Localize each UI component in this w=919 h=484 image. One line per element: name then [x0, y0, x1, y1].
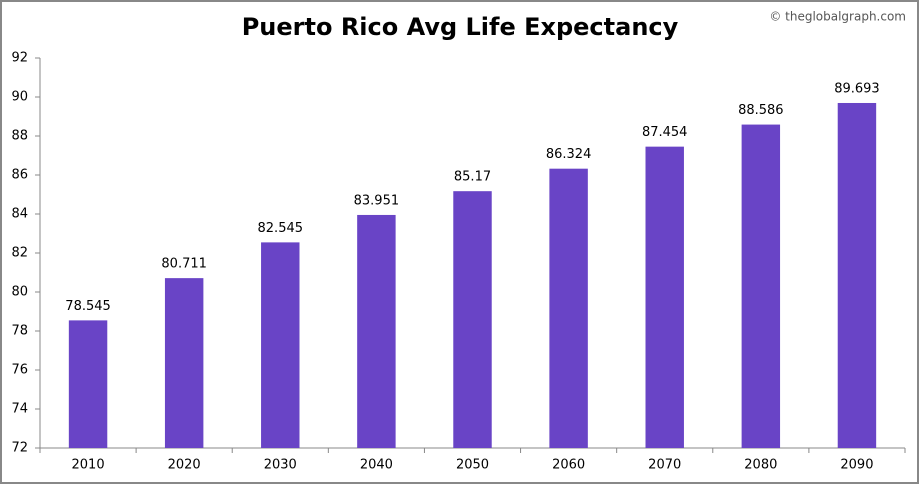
- y-tick-label: 72: [11, 441, 28, 456]
- y-tick-label: 86: [11, 168, 28, 183]
- x-tick-label: 2050: [456, 458, 489, 473]
- y-tick-label: 84: [11, 207, 28, 222]
- y-tick-label: 74: [11, 402, 28, 417]
- bar: [261, 242, 300, 448]
- bar: [68, 320, 108, 448]
- bar: [837, 102, 877, 448]
- chart-title: Puerto Rico Avg Life Expectancy: [242, 13, 679, 41]
- bar: [453, 191, 492, 448]
- y-tick-label: 78: [11, 324, 28, 339]
- y-tick-label: 76: [11, 363, 28, 378]
- watermark: © theglobalgraph.com: [769, 10, 906, 24]
- x-tick-label: 2060: [552, 458, 585, 473]
- y-tick-label: 90: [11, 90, 28, 105]
- x-tick-label: 2010: [72, 458, 105, 473]
- x-tick-label: 2040: [360, 458, 393, 473]
- value-label: 80.711: [161, 257, 207, 272]
- value-label: 87.454: [642, 125, 688, 140]
- bar: [164, 278, 204, 448]
- x-tick-label: 2070: [648, 458, 681, 473]
- y-tick-label: 92: [11, 51, 28, 66]
- x-tick-label: 2090: [840, 458, 873, 473]
- y-tick-label: 88: [11, 129, 28, 144]
- x-tick-label: 2030: [264, 458, 297, 473]
- y-tick-label: 82: [11, 246, 28, 261]
- value-label: 78.545: [65, 299, 111, 314]
- bar: [357, 214, 396, 448]
- x-tick-label: 2020: [168, 458, 201, 473]
- bar: [741, 124, 781, 448]
- value-label: 85.17: [454, 170, 491, 185]
- x-tick-label: 2080: [744, 458, 777, 473]
- value-label: 89.693: [834, 81, 880, 96]
- value-label: 82.545: [258, 221, 304, 236]
- bar: [645, 146, 684, 448]
- bar: [549, 168, 588, 448]
- y-tick-label: 80: [11, 285, 28, 300]
- value-label: 88.586: [738, 103, 784, 118]
- value-label: 86.324: [546, 147, 592, 162]
- value-label: 83.951: [354, 193, 400, 208]
